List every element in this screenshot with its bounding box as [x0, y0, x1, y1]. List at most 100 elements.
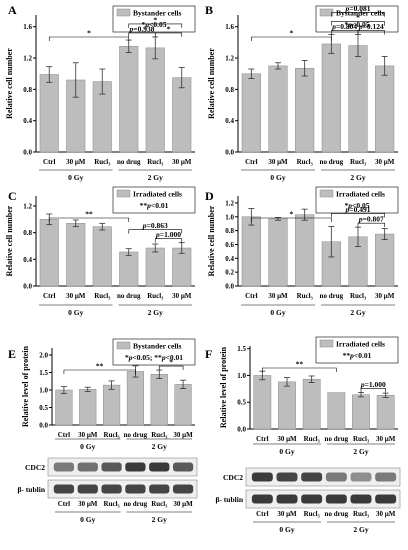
sig-bracket: [251, 36, 332, 41]
x-tick-label: 30 μM: [172, 158, 192, 166]
panel-C: C 0.0 0.4 0.8 1.2 Relative cell number Ctrl 30 …: [5, 186, 196, 317]
x-tick-label: Rucl₃: [147, 158, 163, 166]
legend-significance: *p<0.05: [345, 20, 370, 29]
blot-band: [101, 462, 122, 472]
y-axis-label: Relative cell number: [207, 205, 216, 276]
y-tick-label: 1.2: [225, 55, 234, 63]
blot-lane-label: 30 μM: [173, 500, 193, 508]
panel-A: A 0.0 0.4 0.8 1.2 1.6 Relative cell number Ctrl…: [5, 3, 196, 182]
blot-group-label: 2 Gy: [152, 515, 167, 524]
blot-band: [301, 494, 323, 504]
blot-row-label: β- tublin: [215, 495, 243, 504]
x-tick-label: Rucl₃: [353, 435, 369, 443]
blot-band: [53, 462, 75, 472]
panel-letter: F: [205, 347, 212, 361]
blot-band: [172, 484, 194, 494]
sig-bracket: [128, 32, 156, 37]
blot-group-label: 2 Gy: [353, 525, 368, 534]
blot-group-label: 0 Gy: [80, 515, 95, 524]
panel-F: F 0.0 0.5 1.0 1.5 Relative level of protein Ct…: [205, 336, 401, 534]
legend-label: Bystander cells: [336, 9, 384, 18]
group-label: 2 Gy: [148, 173, 163, 182]
x-tick-label: no drug: [117, 292, 141, 300]
blot-band: [325, 472, 347, 482]
blot-band: [350, 494, 372, 504]
blot-band: [172, 462, 194, 472]
legend-label: Bystander cells: [133, 9, 181, 18]
blot-lane-label: Rucl₃: [151, 500, 167, 508]
sig-bracket: [331, 12, 385, 17]
panel-B: B 0.0 0.4 0.8 1.2 1.6 Relative cell number Ctrl…: [205, 3, 399, 182]
blot-lane-label: 30 μM: [376, 510, 396, 518]
y-tick-label: 0.0: [23, 283, 32, 291]
y-tick-label: 1.5: [39, 369, 48, 377]
x-tick-label: Ctrl: [58, 431, 70, 439]
bar: [79, 389, 97, 426]
blot-row-label: CDC2: [25, 463, 45, 472]
blot-group-label: 0 Gy: [279, 525, 294, 534]
blot-band: [301, 472, 323, 482]
sig-bracket: [331, 21, 385, 26]
sig-label: **: [96, 362, 104, 371]
legend-swatch: [116, 341, 131, 350]
y-tick-label: 0.8: [23, 86, 32, 94]
legend-label: Irradiated cells: [336, 190, 385, 199]
bar: [66, 223, 86, 287]
bar: [145, 47, 165, 153]
bar: [55, 389, 73, 426]
blot-row-label: CDC2: [223, 473, 243, 482]
x-tick-label: Rucl₃: [297, 292, 313, 300]
sig-bracket: [128, 229, 183, 234]
sig-label: p=0.863: [142, 221, 168, 230]
blot-band: [53, 484, 75, 494]
y-tick-label: 0.2: [225, 269, 234, 277]
blot-band: [125, 484, 146, 494]
blot-band: [101, 484, 122, 494]
y-tick-label: 1.0: [39, 387, 48, 395]
group-label: 0 Gy: [270, 308, 285, 317]
x-tick-label: Ctrl: [245, 158, 257, 166]
blot-band: [350, 472, 372, 482]
y-axis-label: Relative level of protein: [219, 346, 228, 427]
sig-bracket: [154, 32, 183, 37]
y-tick-label: 0.4: [225, 117, 234, 125]
bar: [327, 392, 346, 430]
x-tick-label: Rucl₃: [104, 431, 120, 439]
sig-label: p=0.804: [331, 22, 357, 31]
sig-label: *: [87, 29, 91, 38]
sig-label: **: [85, 210, 93, 219]
sig-bracket: [154, 238, 183, 243]
group-label: 0 Gy: [68, 173, 83, 182]
y-tick-label: 1.0: [237, 372, 246, 380]
x-tick-label: 30 μM: [78, 431, 98, 439]
bar: [348, 45, 368, 153]
blot-band: [77, 462, 98, 472]
bar: [375, 233, 395, 287]
y-tick-label: 0.0: [237, 426, 246, 434]
x-tick-label: Rucl₃: [350, 158, 366, 166]
y-tick-label: 1.2: [23, 55, 32, 63]
bar: [376, 395, 395, 430]
sig-bracket: [357, 222, 385, 228]
y-tick-label: 1.5: [237, 345, 246, 353]
bar: [268, 65, 288, 153]
group-label: 0 Gy: [279, 447, 294, 456]
y-tick-label: 0.8: [23, 229, 32, 237]
x-tick-label: 30 μM: [66, 292, 86, 300]
group-label: 2 Gy: [350, 308, 365, 317]
bar: [253, 375, 272, 430]
panel-letter: C: [8, 189, 17, 203]
group-label: 2 Gy: [353, 447, 368, 456]
bar: [295, 67, 315, 153]
group-label: 2 Gy: [148, 308, 163, 317]
sig-label: p=1.000: [155, 230, 181, 239]
y-tick-label: 1.6: [23, 23, 32, 31]
blot-lane-label: 30 μM: [78, 500, 98, 508]
sig-bracket: [360, 388, 386, 393]
group-label: 0 Gy: [68, 308, 83, 317]
sig-bracket: [48, 217, 130, 222]
bar: [295, 214, 315, 287]
legend-label: Irradiated cells: [336, 340, 385, 349]
y-axis-label: Relative cell number: [5, 48, 14, 119]
